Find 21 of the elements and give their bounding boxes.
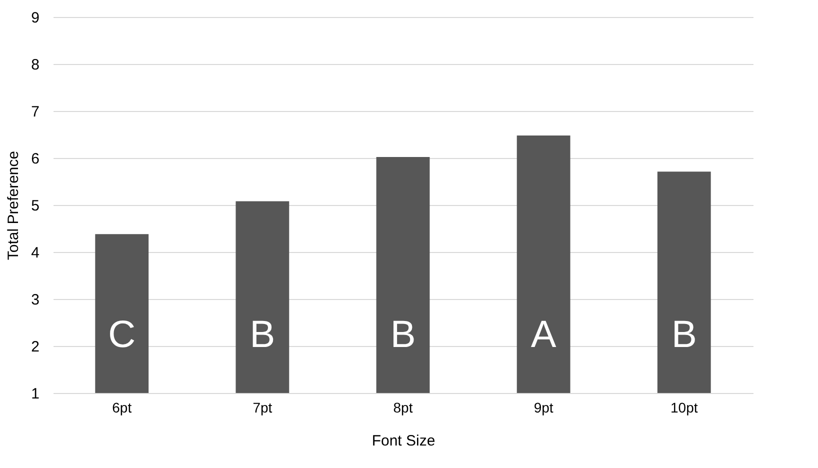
data-label: B	[671, 314, 697, 356]
y-tick-label: 8	[31, 56, 40, 74]
y-tick-label: 9	[31, 10, 40, 26]
y-tick-label: 7	[31, 104, 40, 120]
data-label: B	[390, 314, 416, 356]
y-tick-label: 2	[31, 338, 40, 356]
y-tick-label: 3	[31, 292, 40, 308]
data-label: C	[108, 314, 136, 356]
y-tick-label: 1	[31, 386, 40, 402]
x-tick-label: 10pt	[670, 400, 698, 416]
x-tick-label: 7pt	[252, 400, 272, 416]
y-axis-title: Total Preference	[5, 150, 22, 260]
x-tick-label: 9pt	[534, 400, 554, 416]
data-label: A	[530, 314, 557, 356]
x-axis-title: Font Size	[372, 432, 436, 450]
x-tick-label: 6pt	[112, 400, 132, 416]
y-tick-label: 5	[31, 198, 40, 214]
data-label: B	[250, 314, 276, 356]
x-tick-label: 8pt	[393, 400, 413, 416]
y-tick-label: 6	[31, 150, 40, 168]
y-tick-label: 4	[31, 244, 40, 262]
